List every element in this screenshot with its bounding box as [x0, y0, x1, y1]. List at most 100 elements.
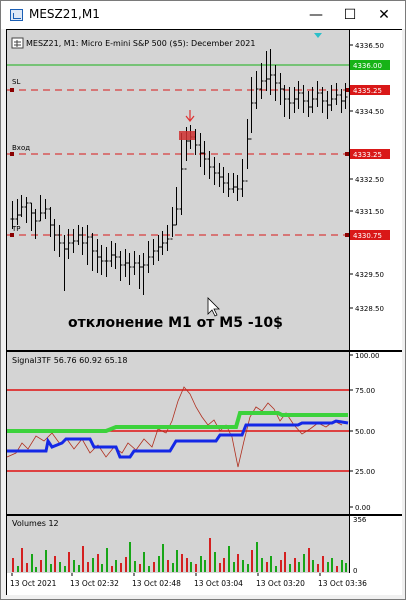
tp-handle[interactable] — [10, 233, 14, 237]
mouse-cursor-icon — [207, 297, 220, 317]
volume-bar[interactable] — [139, 564, 141, 572]
chart-area[interactable]: MESZ21, M1: Micro E-mini S&P 500 ($5): D… — [6, 29, 402, 595]
volume-bar[interactable] — [204, 560, 206, 572]
volume-bar[interactable] — [73, 560, 75, 572]
close-button[interactable]: ✕ — [378, 7, 390, 23]
volume-bar[interactable] — [68, 552, 70, 572]
sl-label: SL — [12, 78, 20, 86]
volume-bar[interactable] — [284, 552, 286, 572]
volume-bar[interactable] — [172, 563, 174, 572]
sl-handle-right[interactable] — [345, 88, 349, 92]
volume-bar[interactable] — [45, 550, 47, 572]
volume-bar[interactable] — [261, 558, 263, 572]
volume-bar[interactable] — [280, 560, 282, 572]
main-panel[interactable] — [7, 30, 349, 350]
volume-bar[interactable] — [331, 558, 333, 572]
volume-bar[interactable] — [214, 552, 216, 572]
volume-bar[interactable] — [195, 564, 197, 572]
volume-bar[interactable] — [322, 556, 324, 572]
tp-handle-right[interactable] — [345, 233, 349, 237]
price-tag-label: 4330.75 — [353, 232, 382, 240]
volume-bar[interactable] — [317, 564, 319, 572]
volume-bar[interactable] — [115, 560, 117, 572]
volume-bar[interactable] — [237, 554, 239, 572]
volume-bar[interactable] — [17, 566, 19, 572]
volume-bar[interactable] — [111, 566, 113, 572]
volume-bar[interactable] — [50, 564, 52, 572]
minimize-button[interactable]: — — [309, 7, 323, 23]
volume-bar[interactable] — [129, 542, 131, 572]
volume-bar[interactable] — [92, 558, 94, 572]
volume-bars[interactable] — [12, 538, 347, 572]
sl-handle[interactable] — [10, 88, 14, 92]
volume-bar[interactable] — [209, 538, 211, 572]
volume-bar[interactable] — [275, 566, 277, 572]
volume-bar[interactable] — [64, 566, 66, 572]
chart-canvas[interactable]: MESZ21, M1: Micro E-mini S&P 500 ($5): D… — [6, 29, 402, 595]
volume-bar[interactable] — [219, 563, 221, 572]
scroll-marker-icon[interactable] — [314, 33, 322, 38]
volume-bar[interactable] — [270, 556, 272, 572]
price-tick-label: 4328.50 — [355, 305, 384, 313]
volume-bar[interactable] — [153, 562, 155, 572]
volume-bar[interactable] — [167, 560, 169, 572]
time-tick-label: 13 Oct 03:04 — [194, 579, 243, 588]
volume-bar[interactable] — [162, 544, 164, 572]
volume-bar[interactable] — [35, 567, 37, 572]
volume-bar[interactable] — [143, 552, 145, 572]
volume-bar[interactable] — [40, 560, 42, 572]
volume-bar[interactable] — [78, 565, 80, 572]
price-bars[interactable] — [10, 49, 348, 295]
entry-handle[interactable] — [10, 152, 14, 156]
volume-bar[interactable] — [101, 564, 103, 572]
volume-bar[interactable] — [289, 564, 291, 572]
volume-zero-label: 0 — [353, 567, 357, 575]
volume-bar[interactable] — [345, 563, 347, 572]
volume-bar[interactable] — [308, 548, 310, 572]
volume-bar[interactable] — [59, 562, 61, 572]
volume-bar[interactable] — [223, 558, 225, 572]
price-tag-label: 4335.25 — [353, 87, 382, 95]
volume-bar[interactable] — [148, 566, 150, 572]
volume-bar[interactable] — [200, 556, 202, 572]
volume-bar[interactable] — [54, 556, 56, 572]
signal-slow-line — [7, 411, 348, 433]
volume-bar[interactable] — [298, 562, 300, 572]
entry-handle-right[interactable] — [345, 152, 349, 156]
volume-bar[interactable] — [181, 554, 183, 572]
volume-bar[interactable] — [97, 554, 99, 572]
volume-bar[interactable] — [190, 562, 192, 572]
price-tick-label: 4331.50 — [355, 208, 384, 216]
title-bar[interactable]: MESZ21,M1 — ☐ ✕ — [1, 1, 405, 29]
volume-bar[interactable] — [294, 558, 296, 572]
volume-bar[interactable] — [228, 546, 230, 572]
volume-bar[interactable] — [82, 546, 84, 572]
volume-bar[interactable] — [312, 560, 314, 572]
volume-bar[interactable] — [266, 562, 268, 572]
volume-bar[interactable] — [233, 562, 235, 572]
volume-bar[interactable] — [12, 558, 14, 572]
volume-bar[interactable] — [106, 548, 108, 572]
volume-bar[interactable] — [251, 550, 253, 572]
volume-bar[interactable] — [176, 550, 178, 572]
position-marker[interactable] — [179, 131, 195, 140]
volume-bar[interactable] — [242, 560, 244, 572]
volume-bar[interactable] — [87, 562, 89, 572]
maximize-button[interactable]: ☐ — [343, 7, 357, 23]
volume-bar[interactable] — [247, 564, 249, 572]
volume-bar[interactable] — [125, 557, 127, 572]
volume-bar[interactable] — [31, 554, 33, 572]
volume-bar[interactable] — [26, 563, 28, 572]
volume-bar[interactable] — [256, 542, 258, 572]
volume-bar[interactable] — [336, 566, 338, 572]
volume-bar[interactable] — [134, 561, 136, 572]
volume-bar[interactable] — [158, 556, 160, 572]
volume-bar[interactable] — [341, 560, 343, 572]
volume-bar[interactable] — [186, 558, 188, 572]
volume-bar[interactable] — [21, 548, 23, 572]
volume-bar[interactable] — [120, 563, 122, 572]
price-tag — [350, 85, 390, 95]
volume-bar[interactable] — [327, 562, 329, 572]
volume-bar[interactable] — [303, 554, 305, 572]
